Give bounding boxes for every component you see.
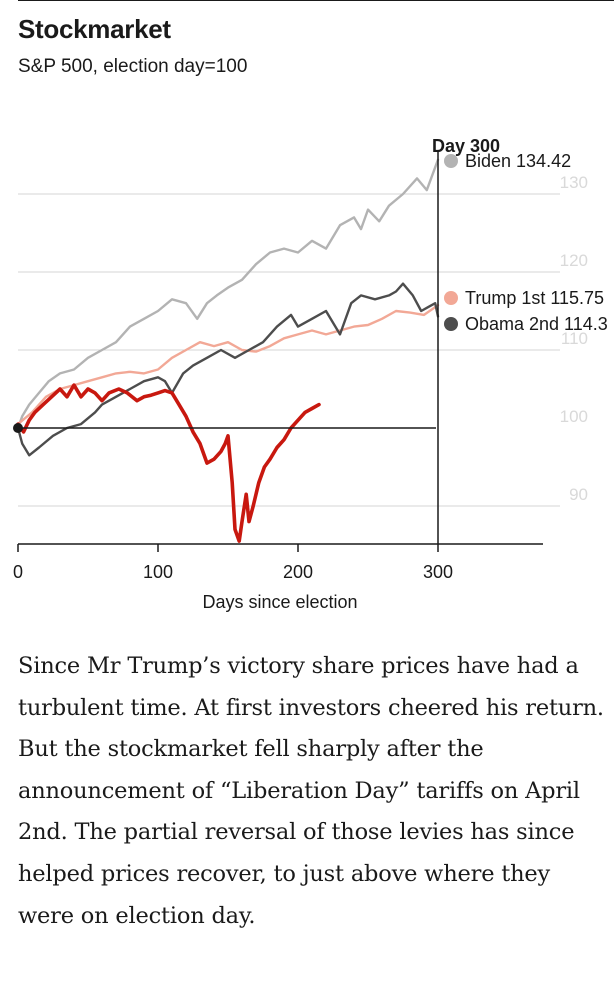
x-tick-label-0: 0 xyxy=(13,562,23,582)
y-tick-label-90: 90 xyxy=(569,485,588,504)
series-line-trump-1st xyxy=(16,304,440,426)
series-line-trump-2nd xyxy=(16,383,321,543)
x-tick-label-300: 300 xyxy=(423,562,453,582)
end-label-trump-1st: Trump 1st 115.75 xyxy=(465,288,604,308)
election-day-dot xyxy=(13,423,23,433)
y-tick-label-110: 110 xyxy=(561,329,588,348)
day-300-marker-label: Day 300 xyxy=(432,136,500,156)
y-tick-label-100: 100 xyxy=(560,407,588,426)
y-tick-label-120: 120 xyxy=(560,251,588,270)
y-tick-label-130: 130 xyxy=(560,173,588,192)
legend-dot-trump-1st xyxy=(444,291,458,305)
end-label-biden: Biden 134.42 xyxy=(465,151,571,171)
x-axis-label: Days since election xyxy=(202,592,357,612)
x-tick-label-200: 200 xyxy=(283,562,313,582)
top-rule xyxy=(18,0,614,1)
series-line-biden xyxy=(16,158,440,430)
chart-title: Stockmarket xyxy=(18,14,171,44)
end-label-obama-2nd: Obama 2nd 114.3 xyxy=(465,314,608,334)
legend-dot-biden xyxy=(444,154,458,168)
legend-dot-obama-2nd xyxy=(444,317,458,331)
x-tick-label-100: 100 xyxy=(143,562,173,582)
series-line-obama-2nd xyxy=(16,282,440,457)
article-paragraph: Since Mr Trump’s victory share prices ha… xyxy=(18,653,604,929)
chart-subtitle: S&P 500, election day=100 xyxy=(18,56,248,77)
